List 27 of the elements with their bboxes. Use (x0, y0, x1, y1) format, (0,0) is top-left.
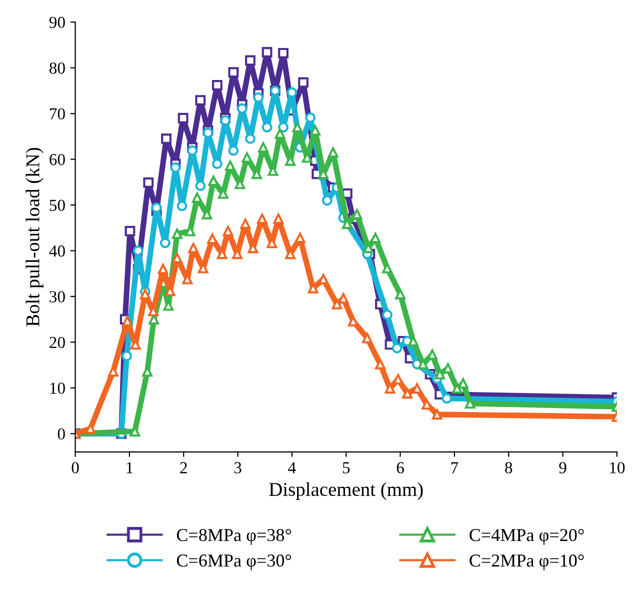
x-tick-label: 0 (72, 462, 79, 474)
y-tick-label: 80 (50, 62, 65, 74)
y-tick-label: 60 (50, 154, 65, 166)
legend-label: C=6MPa φ=30° (176, 554, 292, 570)
x-tick-label: 3 (234, 462, 242, 474)
x-tick-label: 7 (451, 462, 458, 474)
x-tick-label: 8 (505, 462, 512, 474)
x-tick-label: 5 (342, 462, 350, 474)
y-tick-label: 90 (49, 16, 65, 28)
legend-label: C=8MPa φ=38° (176, 528, 292, 545)
legend-label: C=4MPa φ=20° (470, 528, 584, 545)
y-tick-label: 50 (50, 200, 65, 211)
x-tick-label: 1 (126, 462, 133, 474)
y-tick-label: 40 (49, 245, 65, 257)
y-tick-label: 70 (50, 108, 65, 120)
x-axis-title: Displacement (mm) (269, 482, 423, 500)
legend-label: C=2MPa φ=10° (470, 554, 584, 570)
x-tick-label: 6 (396, 462, 404, 474)
x-tick-label: 10 (610, 462, 625, 474)
x-tick-label: 2 (180, 462, 187, 474)
y-tick-label: 20 (50, 336, 65, 348)
x-tick-label: 9 (559, 462, 566, 474)
y-axis-title: Bolt pull-out load (kN) (26, 148, 44, 326)
y-tick-label: 30 (50, 291, 65, 302)
x-tick-label: 4 (288, 462, 296, 474)
y-tick-label: 10 (50, 382, 65, 394)
y-tick-label: 0 (58, 428, 65, 440)
